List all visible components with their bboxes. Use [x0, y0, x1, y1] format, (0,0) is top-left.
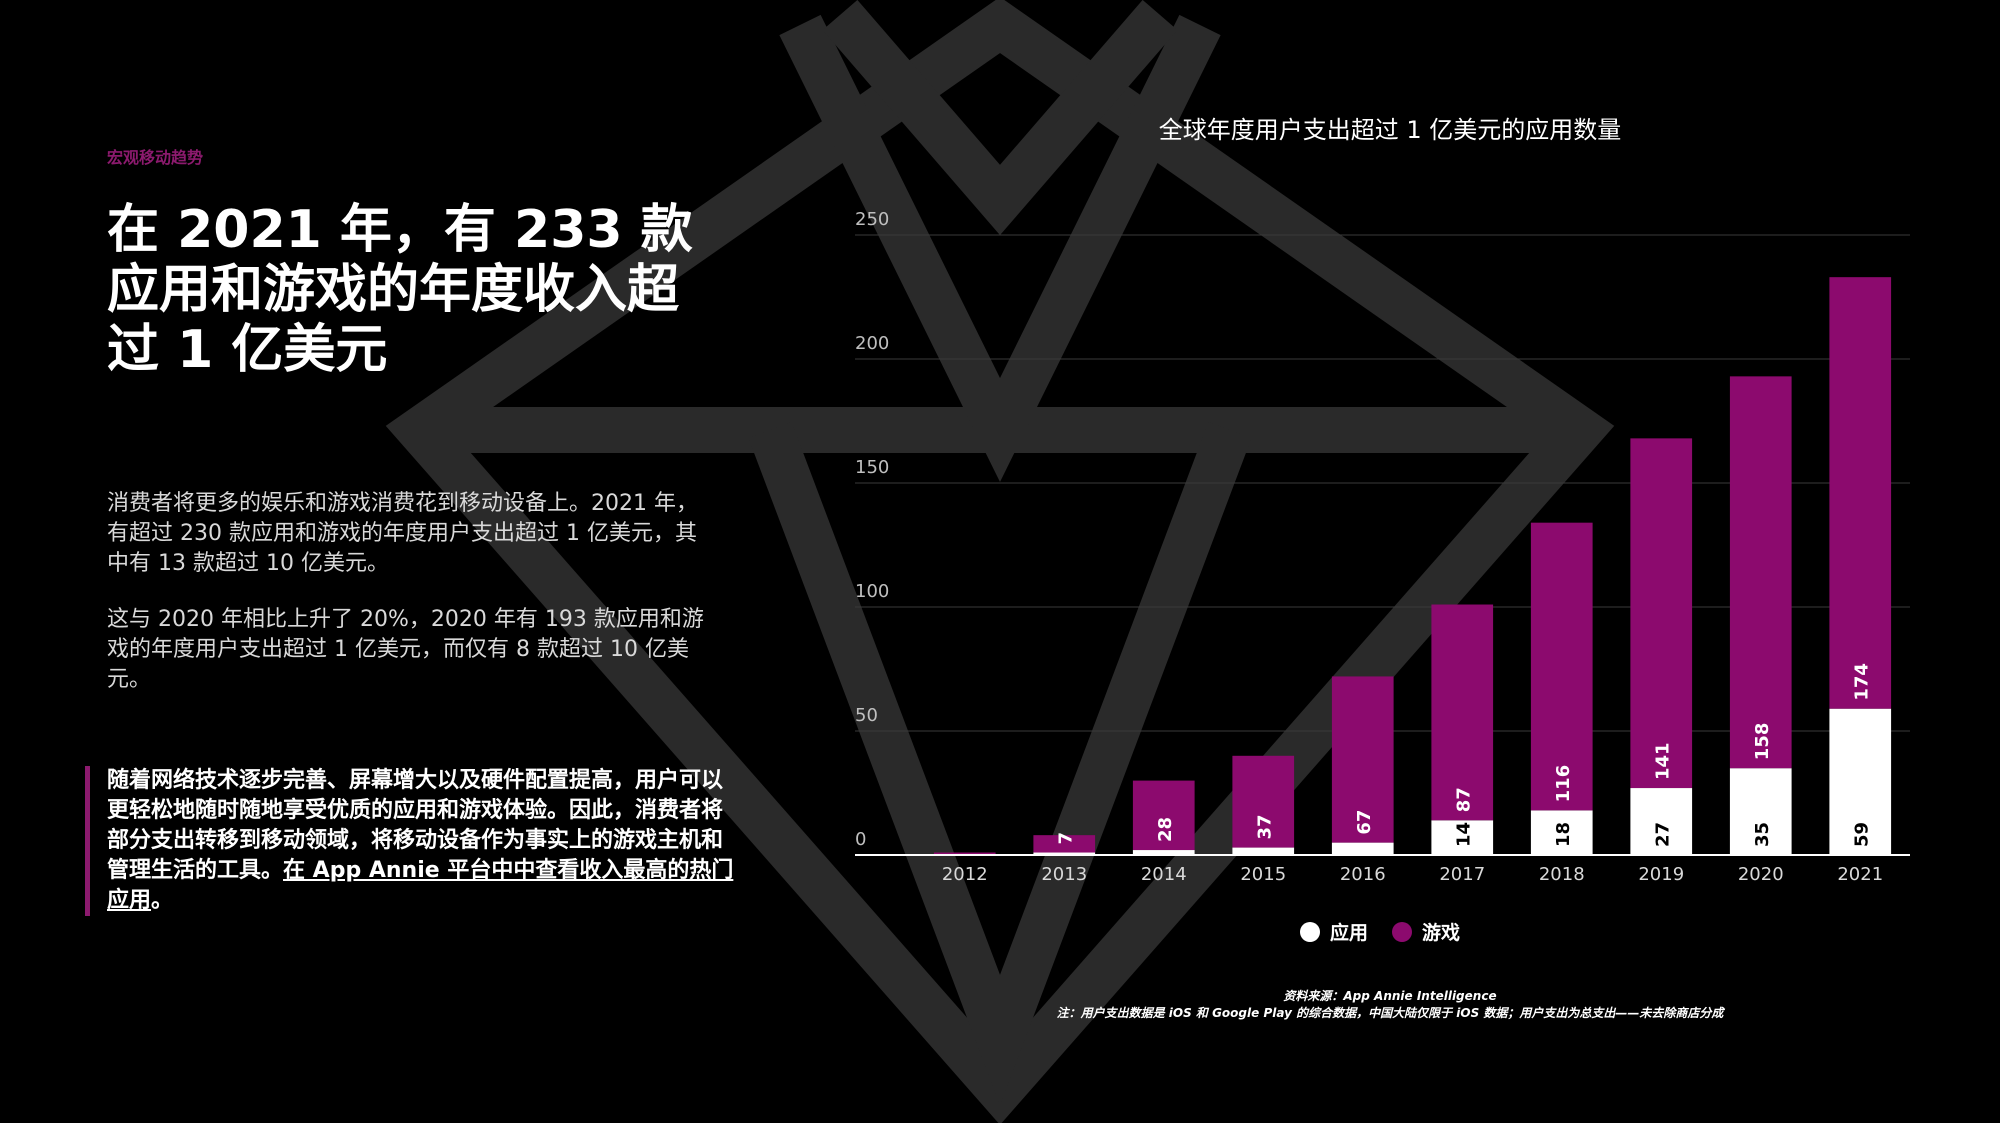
page-headline: 在 2021 年，有 233 款应用和游戏的年度收入超过 1 亿美元	[107, 200, 693, 380]
top-apps-link[interactable]: 在 App Annie 平台中中查看收入最高的热门应用	[107, 858, 734, 913]
legend-games-swatch	[1392, 921, 1413, 942]
x-tick-label: 2021	[1837, 864, 1883, 885]
data-label-apps: 59	[1851, 822, 1872, 847]
data-label-games: 174	[1851, 663, 1872, 701]
data-label-games: 87	[1453, 787, 1474, 812]
bar-apps	[1232, 847, 1295, 855]
bar-apps	[1033, 852, 1096, 855]
highlight-quote: 随着网络技术逐步完善、屏幕增大以及硬件配置提高，用户可以更轻松地随时随地享受优质…	[85, 766, 737, 916]
data-label-games: 116	[1553, 765, 1574, 803]
bar-apps	[1630, 788, 1693, 855]
bar-games	[1729, 376, 1792, 769]
chart-title: 全球年度用户支出超过 1 亿美元的应用数量	[1158, 116, 1622, 144]
bar-apps	[1530, 810, 1593, 855]
data-label-apps: 27	[1652, 822, 1673, 847]
data-label-games: 7	[1055, 832, 1076, 845]
y-tick-label: 50	[855, 705, 878, 726]
bar-games	[1530, 522, 1593, 811]
data-label-games: 37	[1254, 814, 1275, 839]
chart-legend: 应用 游戏	[1300, 918, 1460, 945]
bar-games	[1232, 755, 1295, 848]
legend-item-games: 游戏	[1392, 918, 1460, 945]
bar-apps	[1729, 768, 1792, 855]
x-tick-label: 2014	[1141, 864, 1187, 885]
chart-notes: 资料来源：App Annie Intelligence 注：用户支出数据是 iO…	[1040, 988, 1740, 1022]
data-label-games: 158	[1752, 723, 1773, 761]
quote-end: 。	[151, 888, 174, 913]
data-label-games: 28	[1155, 817, 1176, 842]
section-kicker: 宏观移动趋势	[107, 148, 204, 167]
y-tick-label: 0	[855, 829, 866, 850]
data-note: 注：用户支出数据是 iOS 和 Google Play 的综合数据，中国大陆仅限…	[1056, 1006, 1724, 1020]
y-tick-label: 100	[855, 581, 889, 602]
bar-apps	[1331, 842, 1394, 855]
x-tick-label: 2012	[942, 864, 988, 885]
x-tick-label: 2015	[1240, 864, 1286, 885]
x-tick-label: 2019	[1638, 864, 1684, 885]
body-paragraph-1: 消费者将更多的娱乐和游戏消费花到移动设备上。2021 年，有超过 230 款应用…	[107, 491, 698, 576]
y-tick-label: 150	[855, 457, 889, 478]
data-label-apps: 18	[1553, 822, 1574, 847]
bar-games	[1630, 438, 1693, 789]
body-paragraph-2: 这与 2020 年相比上升了 20%，2020 年有 193 款应用和游戏的年度…	[107, 607, 704, 692]
legend-item-apps: 应用	[1300, 918, 1368, 945]
bar-apps	[1431, 820, 1494, 855]
bar-apps	[1132, 850, 1195, 855]
x-tick-label: 2016	[1340, 864, 1386, 885]
chart-bars: 7 28 37 67 14 87 18 116 27 141 35 158 59 174	[933, 277, 1892, 855]
legend-games-label: 游戏	[1422, 922, 1461, 944]
legend-apps-label: 应用	[1330, 922, 1369, 944]
data-label-apps: 35	[1752, 822, 1773, 847]
source-note: 资料来源：App Annie Intelligence	[1283, 989, 1497, 1003]
y-tick-label: 250	[855, 209, 889, 230]
chart-x-axis: 2012 2013 2014 2015 2016 2017 2018 2019 2020 2021	[855, 854, 1910, 885]
x-tick-label: 2017	[1439, 864, 1485, 885]
legend-apps-swatch	[1300, 921, 1320, 942]
data-label-apps: 14	[1453, 822, 1474, 847]
x-tick-label: 2018	[1539, 864, 1585, 885]
bar-apps	[1829, 708, 1892, 855]
bar-games	[933, 852, 996, 855]
data-label-games: 67	[1354, 810, 1375, 835]
bar-games	[1431, 604, 1494, 821]
data-label-games: 141	[1652, 742, 1673, 780]
x-tick-label: 2013	[1041, 864, 1087, 885]
bar-games	[1331, 676, 1394, 843]
bar-games	[1829, 277, 1892, 709]
bar-games	[1132, 780, 1195, 851]
y-tick-label: 200	[855, 333, 889, 354]
stacked-bar-chart: 0 50 100 150 200 250 7 28 37 67 14 87 18 116 27 141 35 1…	[855, 209, 1910, 885]
quote-text: 随着网络技术逐步完善、屏幕增大以及硬件配置提高，用户可以更轻松地随时随地享受优质…	[107, 768, 724, 883]
bar-games	[1033, 835, 1096, 853]
x-tick-label: 2020	[1738, 864, 1784, 885]
